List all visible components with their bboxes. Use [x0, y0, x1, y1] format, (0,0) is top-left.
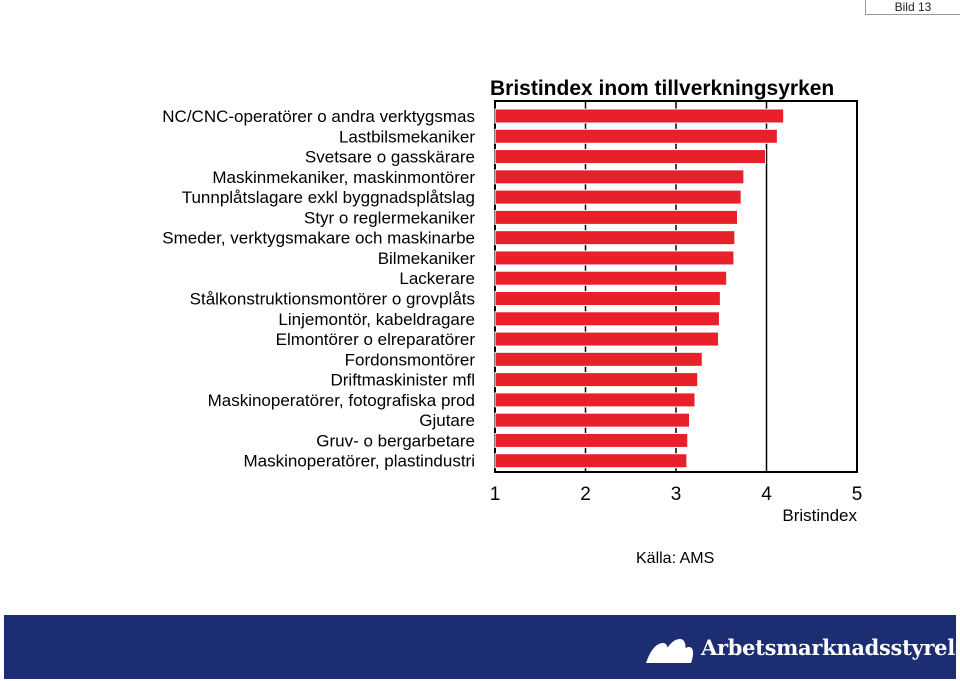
- category-label: Fordonsmontörer: [345, 350, 476, 369]
- bar: [494, 230, 736, 246]
- category-label: Styr o reglermekaniker: [304, 208, 475, 227]
- category-label: Elmontörer o elreparatörer: [276, 330, 476, 349]
- x-tick-label: 2: [580, 484, 591, 505]
- bar: [494, 432, 689, 448]
- chart-title: Bristindex inom tillverkningsyrken: [490, 77, 834, 100]
- bar: [494, 108, 785, 124]
- x-axis-label: Bristindex: [782, 506, 857, 525]
- footer-bar: Arbetsmarknadsstyrelsen: [4, 615, 960, 679]
- category-label: Linjemontör, kabeldragare: [278, 310, 475, 329]
- category-label: Maskinoperatörer, fotografiska prod: [208, 391, 475, 410]
- bar: [494, 169, 745, 185]
- category-label: Bilmekaniker: [378, 249, 476, 268]
- category-label: Maskinmekaniker, maskinmontörer: [212, 168, 475, 187]
- source-note: Källa: AMS: [636, 550, 714, 567]
- bar: [494, 250, 735, 266]
- bar: [494, 128, 778, 144]
- slide-number-label: Bild 13: [865, 0, 960, 15]
- bar: [494, 189, 742, 205]
- bar: [494, 270, 728, 286]
- category-label: Stålkonstruktionsmontörer o grovplåts: [190, 290, 475, 309]
- ams-logo-icon: [646, 639, 694, 663]
- category-label: Lackerare: [399, 269, 475, 288]
- x-tick-label: 3: [671, 484, 682, 505]
- category-label: Tunnplåtslagare exkl byggnadsplåtslag: [182, 188, 475, 207]
- bar-chart: NC/CNC-operatörer o andra verktygsmasLas…: [162, 77, 863, 567]
- category-label: Svetsare o gasskärare: [305, 148, 475, 167]
- x-tick-label: 5: [852, 484, 863, 505]
- category-label: NC/CNC-operatörer o andra verktygsmas: [162, 107, 475, 126]
- bar: [494, 412, 691, 428]
- x-tick-label: 4: [761, 484, 772, 505]
- category-label: Gruv- o bergarbetare: [316, 431, 475, 450]
- bar: [494, 291, 721, 306]
- x-tick-label: 1: [490, 484, 501, 505]
- category-label: Gjutare: [419, 411, 475, 430]
- bar: [494, 453, 688, 469]
- bar: [494, 351, 703, 367]
- bar: [494, 392, 696, 408]
- brand-name: Arbetsmarknadsstyrelsen: [701, 635, 960, 660]
- bar: [494, 149, 767, 165]
- bar: [494, 331, 720, 347]
- bar: [494, 372, 699, 388]
- bar: [494, 311, 720, 327]
- bar: [494, 209, 739, 225]
- category-label: Smeder, verktygsmakare och maskinarbe: [162, 229, 475, 248]
- category-label: Driftmaskinister mfl: [330, 371, 475, 390]
- category-label: Lastbilsmekaniker: [339, 127, 475, 146]
- category-label: Maskinoperatörer, plastindustri: [243, 452, 475, 471]
